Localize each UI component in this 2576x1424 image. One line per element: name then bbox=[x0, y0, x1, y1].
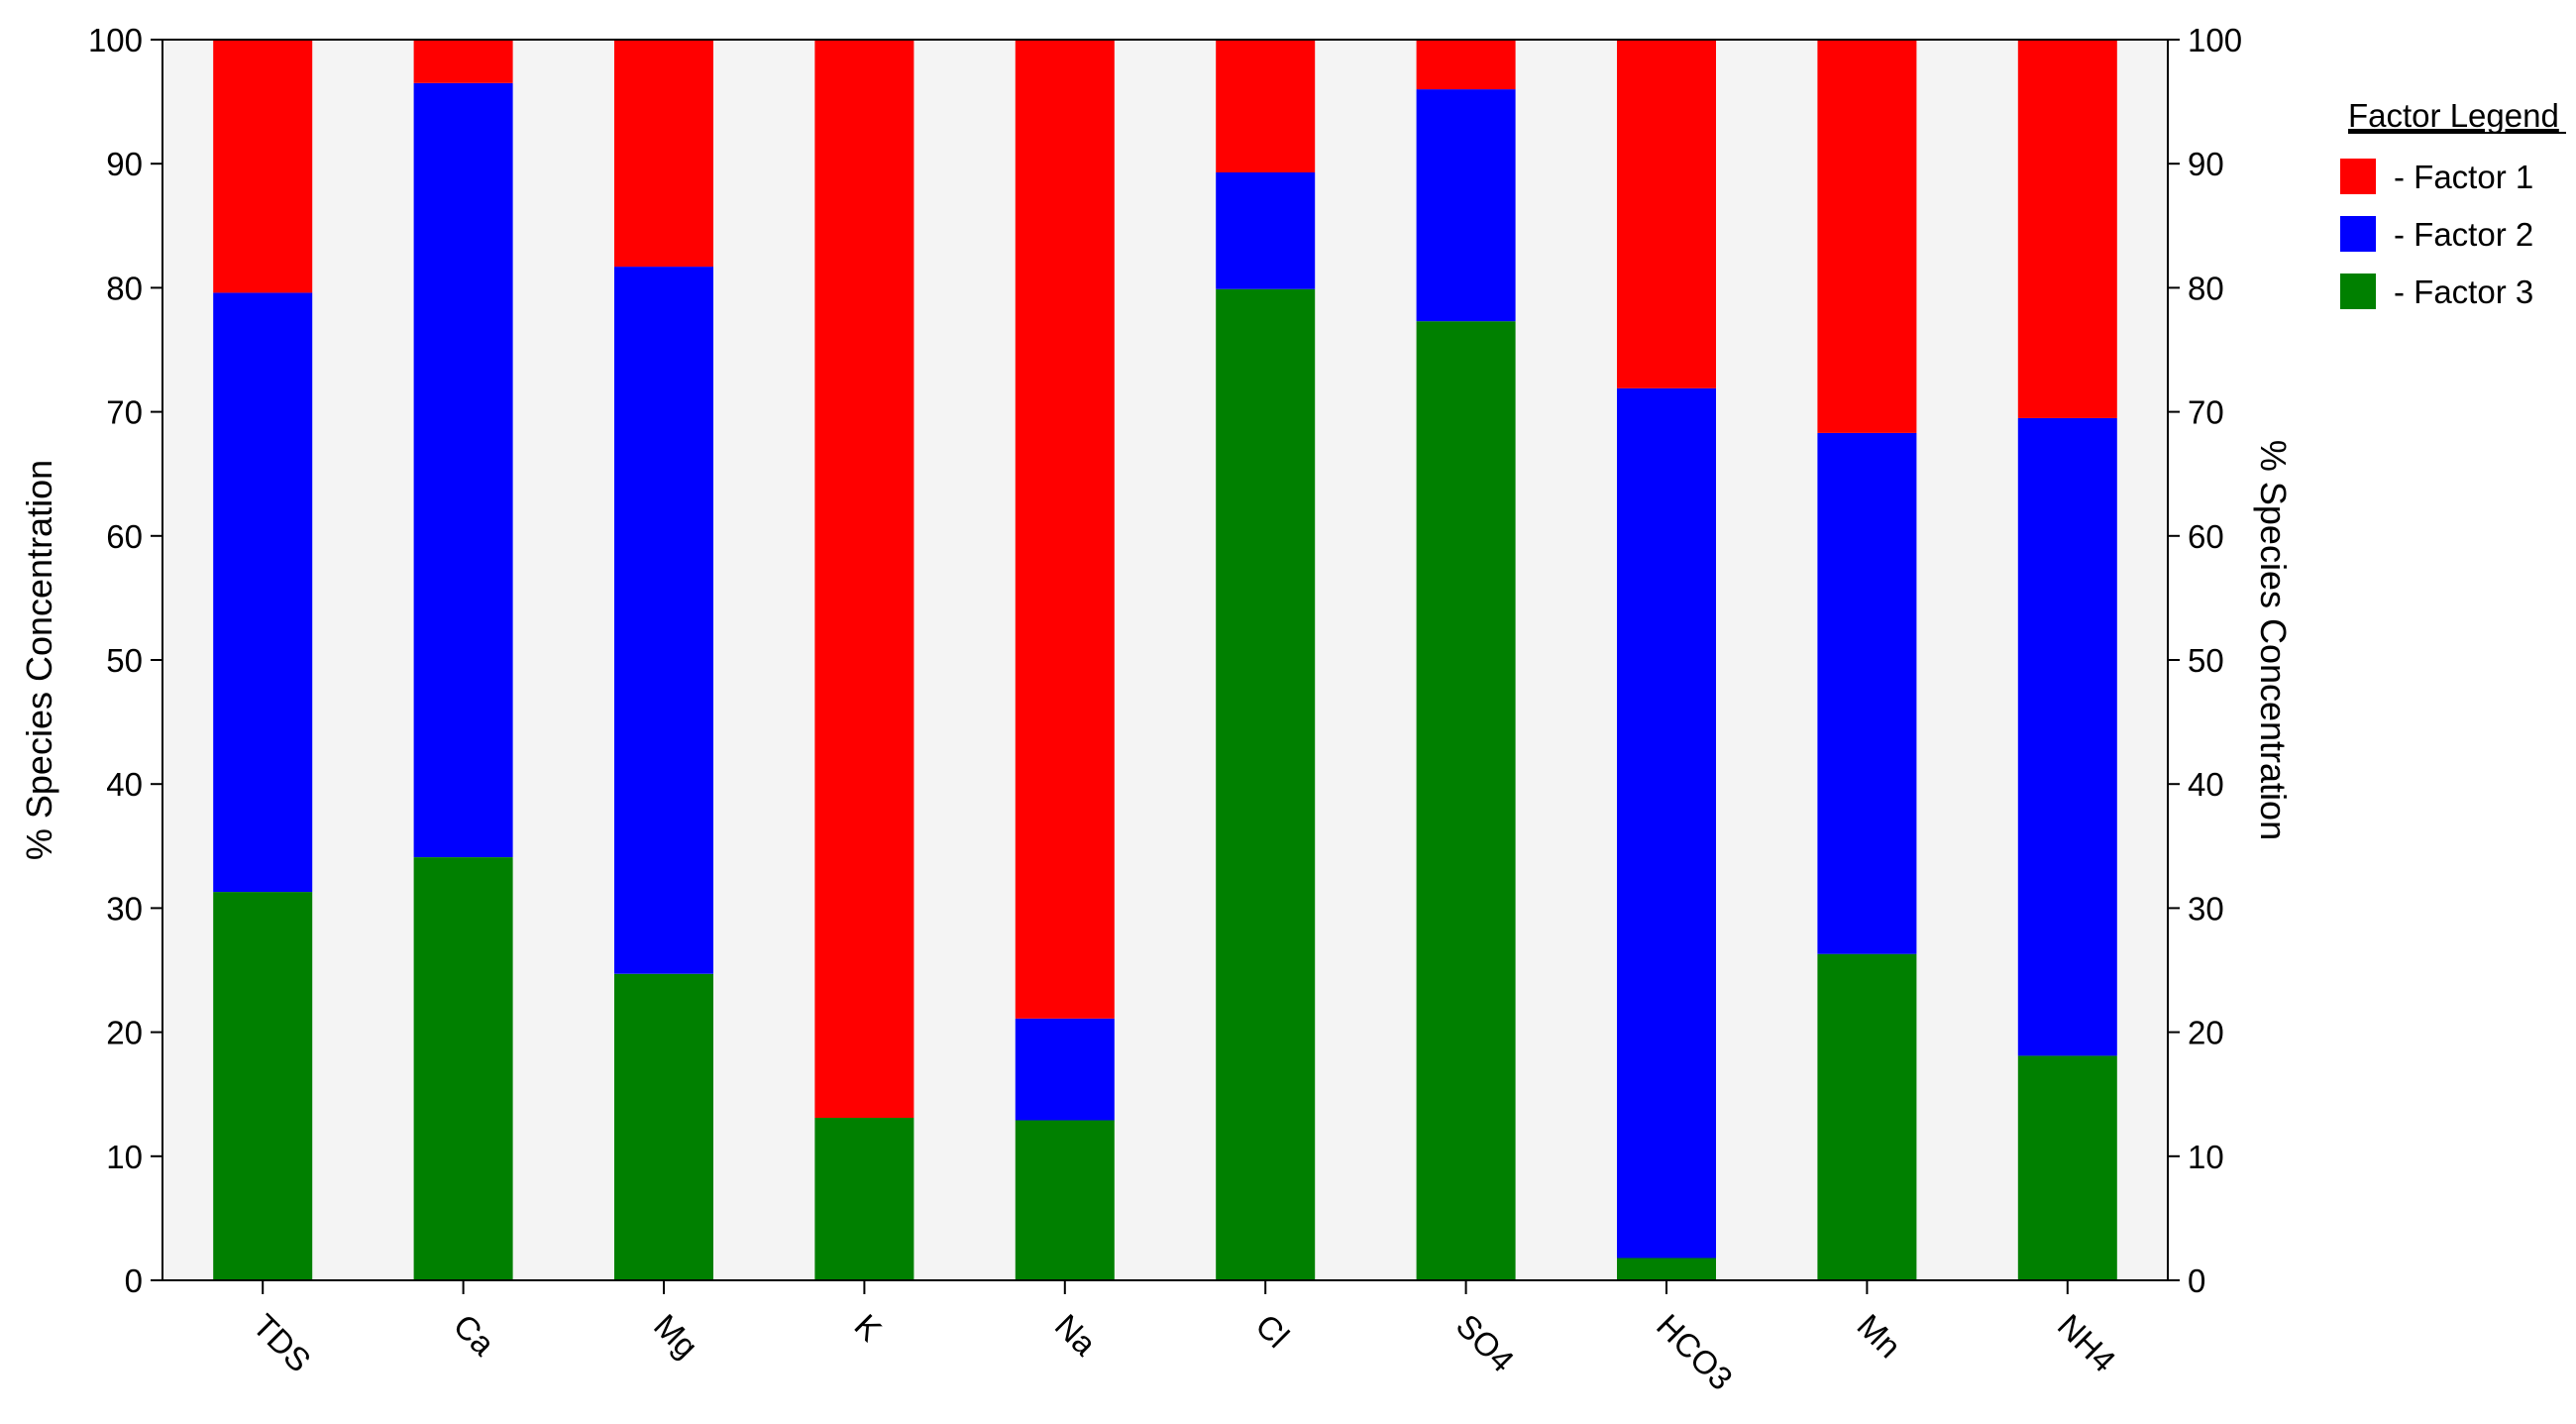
bar-na-factor-3 bbox=[1015, 1120, 1115, 1280]
legend-swatch-1 bbox=[2340, 159, 2376, 194]
legend-title: Factor Legend bbox=[2348, 97, 2559, 134]
bar-k-factor-3 bbox=[814, 1118, 914, 1280]
x-tick-label-so4: SO4 bbox=[1449, 1307, 1522, 1379]
right-y-tick-label: 100 bbox=[2188, 22, 2242, 58]
x-tick-label-cl: Cl bbox=[1248, 1307, 1296, 1355]
left-y-axis: 0 10 20 30 40 50 60 70 80 90 100 bbox=[88, 22, 162, 1299]
left-y-tick-label: 90 bbox=[106, 146, 143, 182]
bar-tds-factor-3 bbox=[213, 892, 313, 1280]
legend-label-3: - Factor 3 bbox=[2394, 274, 2533, 310]
bar-cl-factor-1 bbox=[1216, 40, 1316, 172]
right-y-tick-label: 90 bbox=[2188, 146, 2224, 182]
x-tick-label-k: K bbox=[847, 1307, 889, 1349]
x-tick-label-mn: Mn bbox=[1850, 1307, 1908, 1366]
bar-k-factor-1 bbox=[814, 40, 914, 1118]
x-tick-label-tds: TDS bbox=[246, 1307, 318, 1379]
y-axis-title-left: % Species Concentration bbox=[19, 460, 59, 860]
x-tick-label-mg: Mg bbox=[647, 1307, 705, 1366]
bar-hco3-factor-2 bbox=[1617, 387, 1716, 1259]
legend-label-2: - Factor 2 bbox=[2394, 216, 2533, 253]
bar-tds-factor-1 bbox=[213, 40, 313, 293]
left-y-tick-label: 30 bbox=[106, 890, 143, 927]
x-tick-label-nh4: NH4 bbox=[2051, 1307, 2123, 1379]
legend: Factor Legend - Factor 1 - Factor 2 - Fact… bbox=[2340, 97, 2566, 310]
left-y-tick-label: 40 bbox=[106, 766, 143, 803]
left-y-tick-label: 80 bbox=[106, 270, 143, 306]
left-y-tick-label: 60 bbox=[106, 518, 143, 555]
right-y-tick-label: 40 bbox=[2188, 766, 2224, 803]
bar-cl-factor-3 bbox=[1216, 288, 1316, 1280]
x-tick-label-na: Na bbox=[1048, 1307, 1104, 1363]
x-tick-label-ca: Ca bbox=[447, 1307, 502, 1363]
bar-hco3-factor-3 bbox=[1617, 1258, 1716, 1280]
bar-na-factor-1 bbox=[1015, 40, 1115, 1019]
bar-nh4-factor-2 bbox=[2017, 417, 2117, 1056]
right-y-tick-label: 20 bbox=[2188, 1015, 2224, 1051]
x-tick-label-hco3: HCO3 bbox=[1650, 1307, 1740, 1397]
right-y-tick-label: 0 bbox=[2188, 1262, 2205, 1299]
right-y-tick-label: 80 bbox=[2188, 270, 2224, 306]
bar-ca-factor-3 bbox=[413, 857, 513, 1280]
bar-na-factor-2 bbox=[1015, 1018, 1115, 1121]
bar-mn-factor-1 bbox=[1817, 40, 1917, 433]
x-axis: TDS Ca Mg K Na Cl SO4 HCO3 Mn NH4 bbox=[246, 1280, 2123, 1397]
bar-hco3-factor-1 bbox=[1617, 40, 1716, 388]
legend-label-1: - Factor 1 bbox=[2394, 159, 2533, 195]
bar-ca-factor-1 bbox=[413, 40, 513, 83]
bar-ca-factor-2 bbox=[413, 82, 513, 858]
right-y-tick-label: 30 bbox=[2188, 890, 2224, 927]
left-y-tick-label: 20 bbox=[106, 1015, 143, 1051]
left-y-tick-label: 50 bbox=[106, 642, 143, 679]
left-y-tick-label: 100 bbox=[88, 22, 143, 58]
bar-mg-factor-3 bbox=[614, 973, 713, 1280]
bar-mg-factor-2 bbox=[614, 267, 713, 974]
left-y-tick-label: 0 bbox=[125, 1262, 143, 1299]
bar-cl-factor-2 bbox=[1216, 172, 1316, 289]
y-axis-title-right: % Species Concentration bbox=[2253, 440, 2294, 840]
bar-mn-factor-3 bbox=[1817, 953, 1917, 1280]
right-y-axis: 0 10 20 30 40 50 60 70 80 90 100 bbox=[2168, 22, 2242, 1299]
bar-so4-factor-2 bbox=[1416, 89, 1516, 322]
legend-swatch-2 bbox=[2340, 216, 2376, 252]
bar-so4-factor-3 bbox=[1416, 321, 1516, 1280]
right-y-tick-label: 10 bbox=[2188, 1139, 2224, 1175]
right-y-tick-label: 50 bbox=[2188, 642, 2224, 679]
bar-so4-factor-1 bbox=[1416, 40, 1516, 90]
right-y-tick-label: 70 bbox=[2188, 394, 2224, 431]
bar-mn-factor-2 bbox=[1817, 432, 1917, 954]
right-y-tick-label: 60 bbox=[2188, 518, 2224, 555]
bar-nh4-factor-1 bbox=[2017, 40, 2117, 418]
legend-swatch-3 bbox=[2340, 274, 2376, 309]
bar-mg-factor-1 bbox=[614, 40, 713, 268]
bar-nh4-factor-3 bbox=[2017, 1055, 2117, 1280]
left-y-tick-label: 70 bbox=[106, 394, 143, 431]
bars-layer bbox=[213, 40, 2117, 1280]
bar-tds-factor-2 bbox=[213, 292, 313, 893]
left-y-tick-label: 10 bbox=[106, 1139, 143, 1175]
